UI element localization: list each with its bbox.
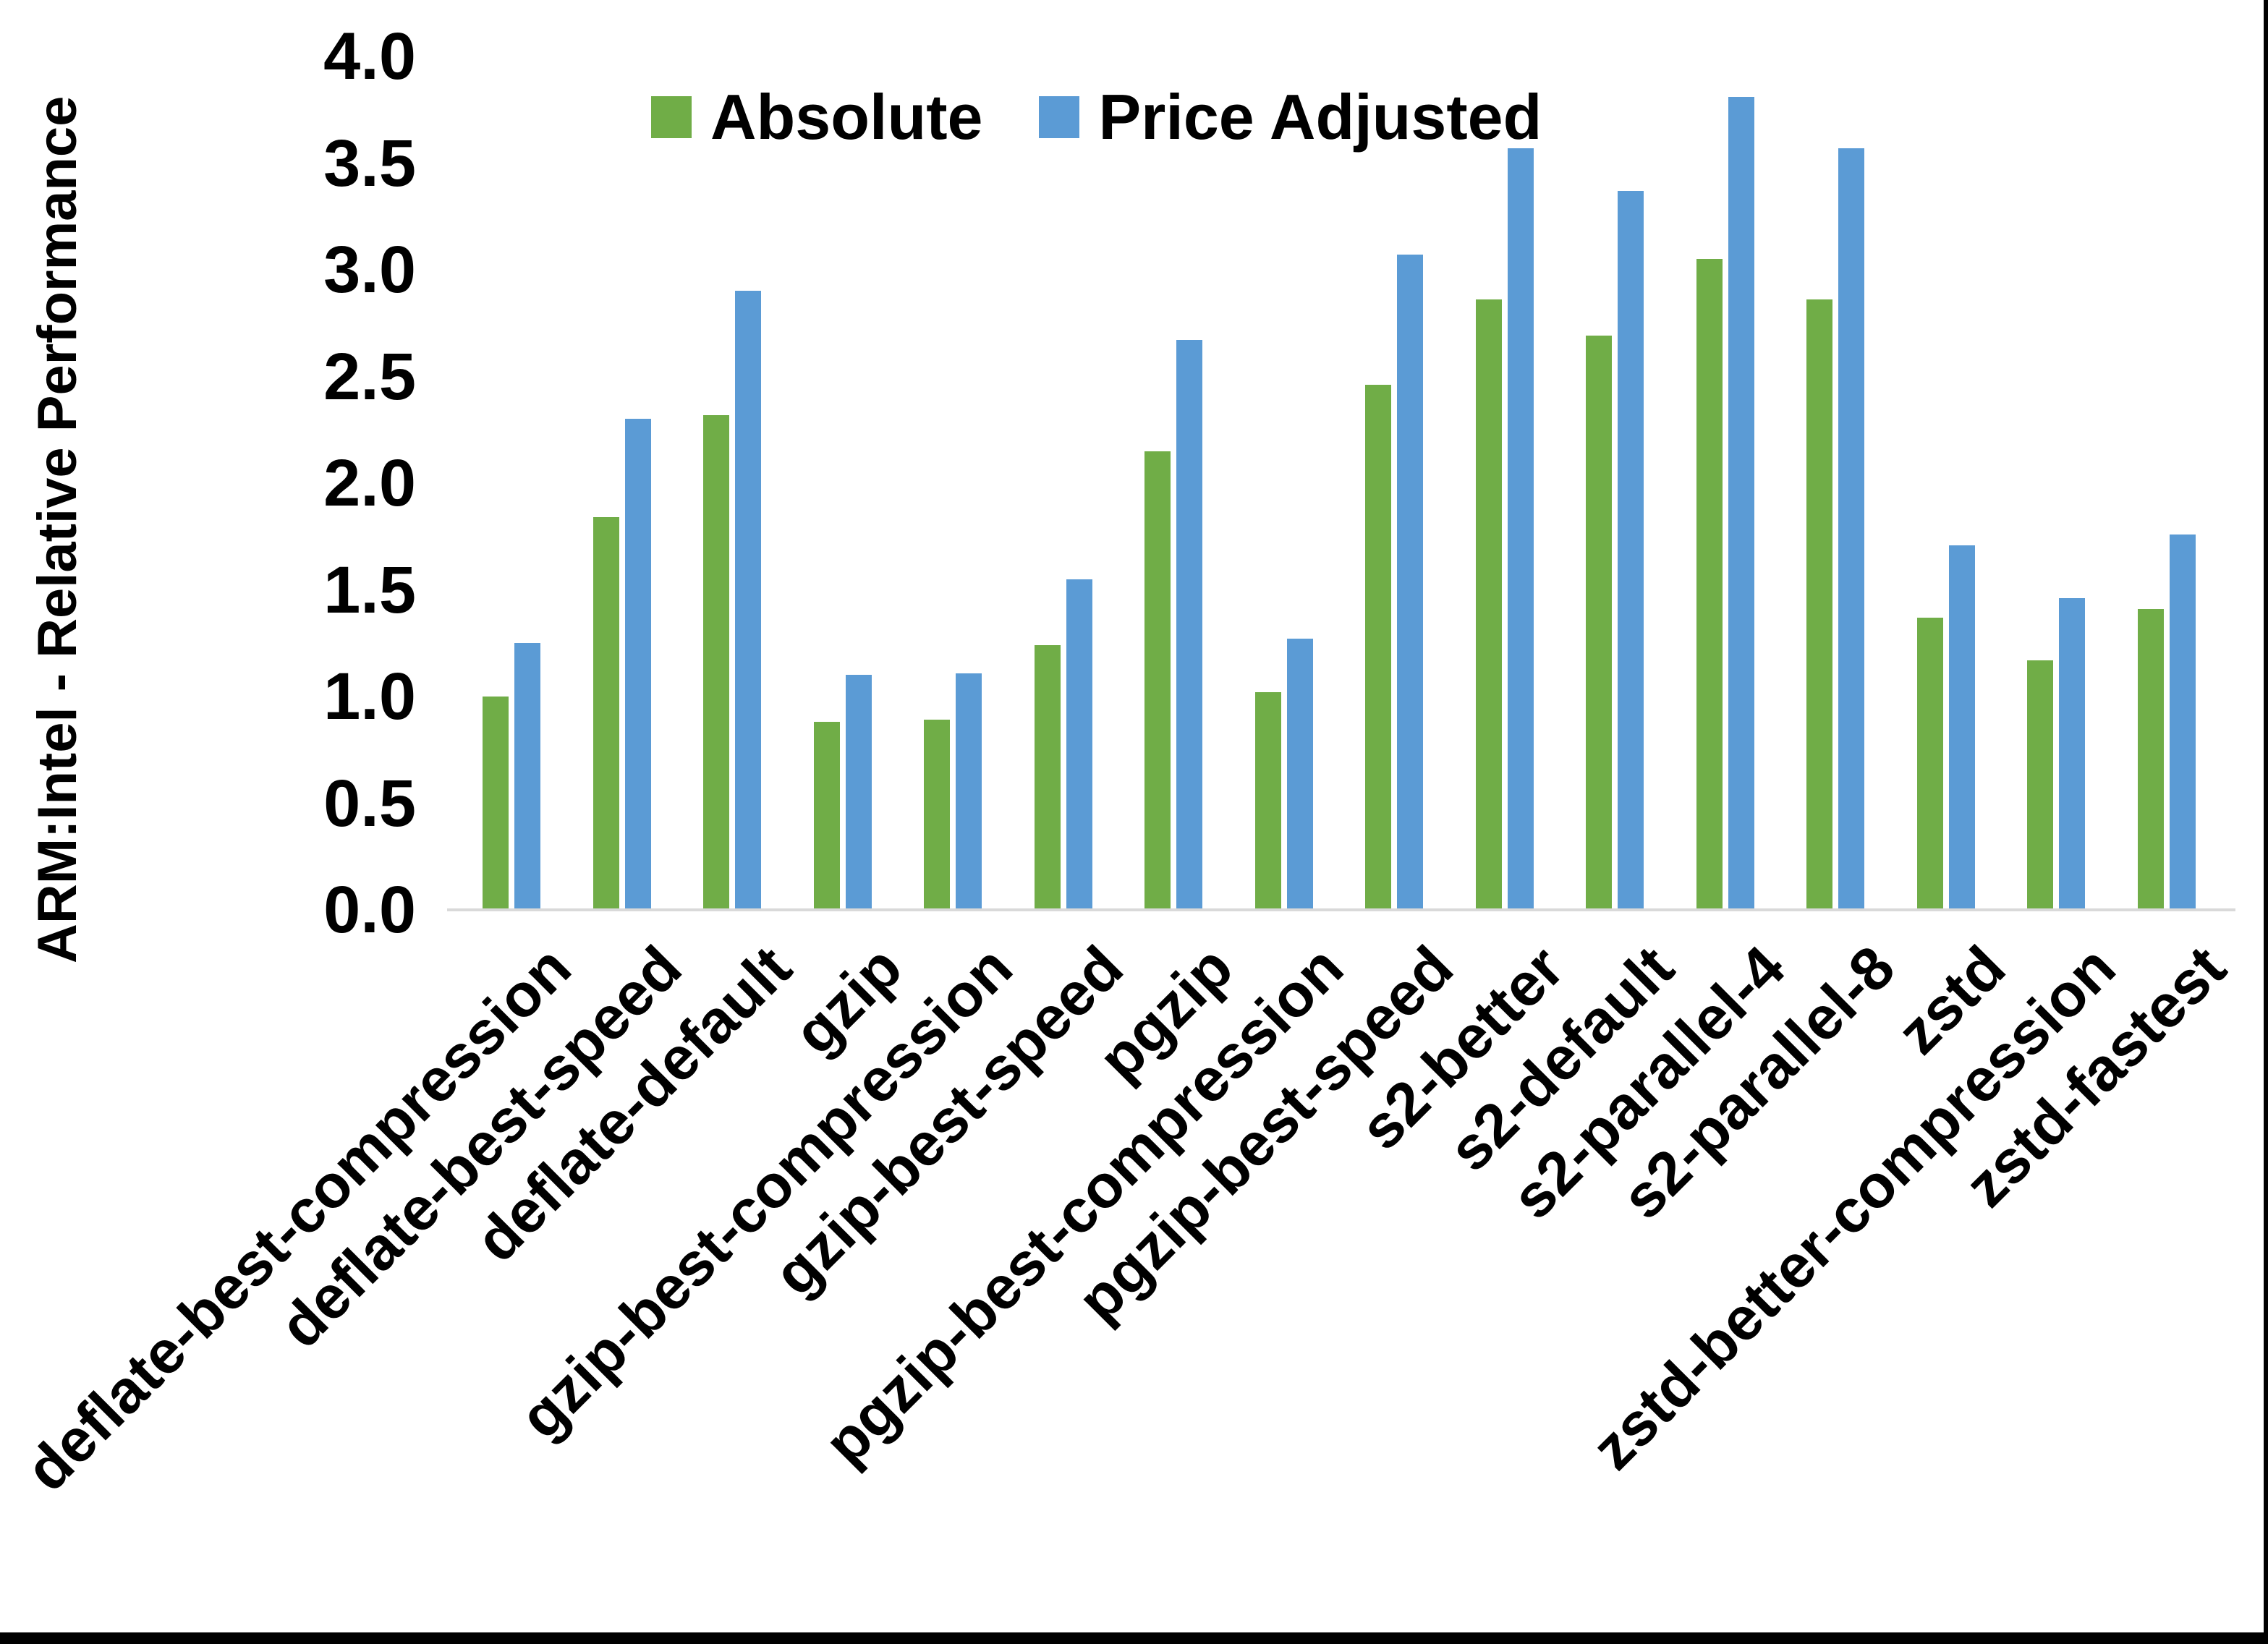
bar-absolute-pgzip-best-speed: [1365, 385, 1391, 910]
legend-item-price-adjusted: Price Adjusted: [1039, 85, 1542, 149]
bar-absolute-pgzip-best-compression: [1255, 692, 1281, 910]
chart-legend: Absolute Price Adjusted: [651, 85, 1542, 149]
legend-label-price-adjusted: Price Adjusted: [1098, 81, 1542, 153]
y-tick-4.0: 4.0: [323, 20, 416, 93]
y-tick-3.5: 3.5: [323, 126, 416, 200]
bar-absolute-zstd-fastest: [2138, 609, 2164, 910]
bar-price-adjusted-deflate-best-speed: [625, 419, 651, 910]
bar-price-adjusted-s2-default: [1618, 191, 1644, 910]
bar-price-adjusted-s2-parallel-4: [1728, 97, 1754, 910]
y-tick-1.5: 1.5: [323, 553, 416, 627]
bar-absolute-pgzip: [1144, 451, 1171, 910]
bar-price-adjusted-deflate-best-compression: [514, 643, 540, 910]
bar-absolute-deflate-default: [703, 415, 729, 910]
bar-price-adjusted-s2-parallel-8: [1838, 148, 1864, 910]
y-tick-2.0: 2.0: [323, 446, 416, 520]
y-tick-0.5: 0.5: [323, 766, 416, 840]
bar-price-adjusted-deflate-default: [735, 291, 761, 910]
bar-absolute-gzip-best-speed: [1035, 645, 1061, 910]
y-tick-2.5: 2.5: [323, 339, 416, 414]
y-tick-3.0: 3.0: [323, 233, 416, 307]
bar-absolute-zstd-better-compression: [2027, 660, 2053, 910]
bar-absolute-s2-parallel-8: [1806, 299, 1832, 910]
bar-price-adjusted-gzip-best-speed: [1066, 579, 1092, 910]
bar-price-adjusted-zstd: [1949, 545, 1975, 910]
bar-price-adjusted-zstd-better-compression: [2059, 598, 2085, 910]
bar-absolute-deflate-best-speed: [593, 517, 619, 910]
bar-price-adjusted-pgzip-best-compression: [1287, 639, 1313, 910]
screenshot-bottom-border: [0, 1632, 2268, 1644]
y-tick-0.0: 0.0: [323, 873, 416, 947]
legend-item-absolute: Absolute: [651, 85, 982, 149]
bar-price-adjusted-gzip: [846, 675, 872, 910]
bar-absolute-s2-parallel-4: [1696, 259, 1723, 910]
bar-absolute-deflate-best-compression: [483, 697, 509, 910]
bar-absolute-gzip-best-compression: [924, 720, 950, 910]
legend-swatch-absolute: [651, 96, 692, 138]
bar-price-adjusted-zstd-fastest: [2170, 534, 2196, 910]
bar-price-adjusted-gzip-best-compression: [956, 673, 982, 910]
legend-swatch-price-adjusted: [1039, 96, 1080, 138]
bar-absolute-zstd: [1917, 618, 1943, 910]
bar-price-adjusted-pgzip: [1176, 340, 1202, 910]
legend-label-absolute: Absolute: [710, 81, 983, 153]
bar-price-adjusted-pgzip-best-speed: [1397, 255, 1423, 910]
y-tick-1.0: 1.0: [323, 660, 416, 733]
bar-absolute-s2-default: [1586, 336, 1612, 910]
bar-absolute-s2-better: [1476, 299, 1502, 910]
bar-absolute-gzip: [814, 722, 840, 910]
x-axis-line: [447, 908, 2235, 911]
bar-price-adjusted-s2-better: [1508, 148, 1534, 910]
screenshot-right-border: [2264, 0, 2268, 1644]
